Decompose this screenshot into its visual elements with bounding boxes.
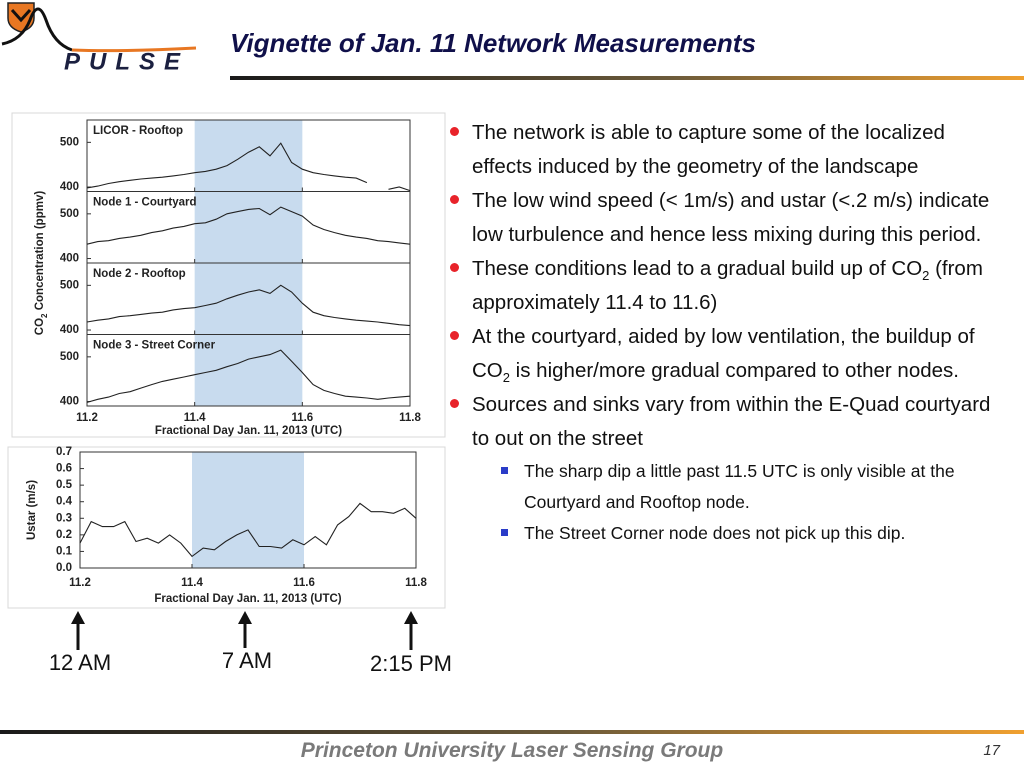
data-line bbox=[86, 206, 411, 245]
panel-border bbox=[79, 451, 417, 569]
bullet-list: The network is able to capture some of t… bbox=[448, 116, 1010, 549]
data-line bbox=[86, 142, 411, 192]
y-tick-label: 500 bbox=[60, 136, 79, 148]
bullet: These conditions lead to a gradual build… bbox=[448, 252, 1010, 320]
y-axis-label-part: Concentration (ppmv) bbox=[34, 191, 46, 314]
bullet: Sources and sinks vary from within the E… bbox=[448, 388, 1010, 549]
annotation: 12 AM bbox=[48, 650, 112, 675]
bullet-marker bbox=[450, 195, 459, 204]
bullet-marker bbox=[450, 263, 459, 272]
y-tick-label: 500 bbox=[60, 279, 79, 291]
header-rule bbox=[230, 76, 1024, 80]
x-tick-label: 11.8 bbox=[405, 577, 427, 589]
sub-bullet-text: The Street Corner node does not pick up … bbox=[524, 523, 906, 543]
panel-border bbox=[86, 334, 411, 407]
y-axis-label: Ustar (m/s) bbox=[26, 480, 38, 540]
y-tick-label: 0.6 bbox=[56, 463, 72, 475]
x-tick-label: 11.2 bbox=[69, 577, 91, 589]
x-tick-label: 11.4 bbox=[181, 577, 203, 589]
panel-label: Node 2 - Rooftop bbox=[93, 268, 186, 280]
sub-bullet-text: The sharp dip a little past 11.5 UTC is … bbox=[524, 461, 955, 512]
data-line bbox=[86, 349, 411, 403]
panel-label: Node 1 - Courtyard bbox=[93, 197, 197, 209]
subscript: 2 bbox=[40, 313, 49, 318]
y-tick-label: 400 bbox=[60, 253, 79, 265]
subscript: 2 bbox=[922, 268, 930, 284]
bullet: The network is able to capture some of t… bbox=[448, 116, 1010, 184]
y-tick-label: 0.0 bbox=[56, 562, 72, 574]
logo-text: PULSE bbox=[64, 48, 189, 75]
bullet-text: The network is able to capture some of t… bbox=[472, 121, 945, 178]
bullet-text: (from approximately 11.4 to 11.6) bbox=[472, 257, 983, 314]
sub-bullet-marker bbox=[501, 529, 508, 536]
page-number: 17 bbox=[983, 742, 1000, 759]
bullet-text: At the courtyard, aided by low ventilati… bbox=[472, 325, 975, 382]
y-tick-label: 0.3 bbox=[56, 512, 72, 524]
bullet-text: These conditions lead to a gradual build… bbox=[472, 257, 923, 280]
highlight-band bbox=[192, 452, 304, 568]
data-line bbox=[79, 502, 417, 558]
sub-bullet-marker bbox=[501, 467, 508, 474]
sub-bullet: The Street Corner node does not pick up … bbox=[501, 518, 1010, 549]
footer: Princeton University Laser Sensing Group bbox=[300, 739, 724, 762]
x-tick-label: 11.6 bbox=[293, 577, 315, 589]
sub-bullet: The sharp dip a little past 11.5 UTC is … bbox=[501, 456, 1010, 518]
bullet-marker bbox=[450, 399, 459, 408]
y-tick-label: 500 bbox=[60, 351, 79, 363]
footer-rule bbox=[0, 730, 1024, 734]
annotation: 2:15 PM bbox=[370, 651, 452, 676]
y-axis-label-part: CO bbox=[34, 318, 46, 335]
x-tick-label: 11.2 bbox=[76, 412, 98, 424]
subscript: 2 bbox=[502, 370, 510, 386]
x-tick-label: 11.8 bbox=[399, 412, 421, 424]
bullet-text: is higher/more gradual compared to other… bbox=[509, 359, 959, 382]
sub-bullet-list: The sharp dip a little past 11.5 UTC is … bbox=[472, 456, 1010, 549]
y-tick-label: 400 bbox=[60, 181, 79, 193]
bullet-text: The low wind speed (< 1m/s) and ustar (<… bbox=[472, 189, 990, 246]
x-tick-label: 11.4 bbox=[184, 412, 206, 424]
y-tick-label: 0.5 bbox=[56, 479, 73, 491]
x-tick-label: 11.6 bbox=[291, 412, 313, 424]
annotation: 7 AM bbox=[221, 648, 273, 673]
y-tick-label: 0.2 bbox=[56, 529, 72, 541]
panel-label: LICOR - Rooftop bbox=[93, 125, 183, 137]
y-tick-label: 0.1 bbox=[56, 545, 73, 557]
slide-title: Vignette of Jan. 11 Network Measurements bbox=[230, 28, 756, 58]
bullet-marker bbox=[450, 127, 459, 136]
x-axis-label: Fractional Day Jan. 11, 2013 (UTC) bbox=[154, 593, 341, 605]
panel-label: Node 3 - Street Corner bbox=[93, 340, 216, 352]
arrows bbox=[71, 611, 418, 650]
y-tick-label: 0.7 bbox=[56, 446, 72, 458]
x-axis-label: Fractional Day Jan. 11, 2013 (UTC) bbox=[155, 425, 342, 437]
bullet: The low wind speed (< 1m/s) and ustar (<… bbox=[448, 184, 1010, 252]
y-tick-label: 500 bbox=[60, 208, 79, 220]
bullet-text: Sources and sinks vary from within the E… bbox=[472, 393, 991, 450]
data-line bbox=[86, 284, 411, 327]
y-tick-label: 400 bbox=[60, 324, 79, 336]
y-tick-label: 400 bbox=[60, 396, 79, 408]
logo: PULSE bbox=[1, 2, 197, 75]
y-axis-label: CO2 Concentration (ppmv) bbox=[34, 191, 49, 336]
bullet: At the courtyard, aided by low ventilati… bbox=[448, 320, 1010, 388]
y-tick-label: 0.4 bbox=[56, 496, 73, 508]
bullet-marker bbox=[450, 331, 459, 340]
